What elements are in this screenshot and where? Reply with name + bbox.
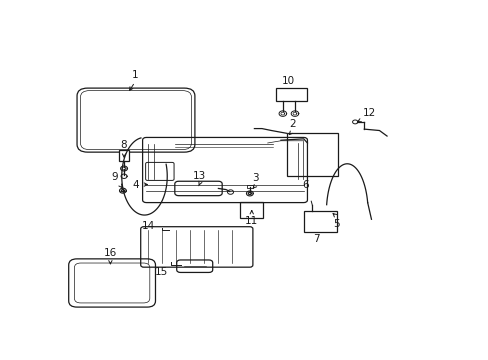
Text: 4: 4 — [132, 180, 139, 190]
Bar — [240, 202, 263, 218]
Bar — [286, 133, 337, 176]
Bar — [119, 150, 129, 161]
Text: 1: 1 — [131, 70, 138, 80]
Text: 9: 9 — [111, 172, 118, 183]
Text: 14: 14 — [142, 221, 155, 231]
Bar — [246, 185, 252, 188]
Text: 6: 6 — [302, 180, 308, 190]
Text: 10: 10 — [282, 76, 294, 86]
Text: 11: 11 — [244, 216, 258, 226]
Text: 3: 3 — [252, 173, 259, 183]
Text: 2: 2 — [288, 119, 295, 129]
Text: 5: 5 — [332, 219, 339, 229]
Text: 7: 7 — [312, 234, 319, 244]
Bar — [303, 211, 336, 232]
Bar — [276, 88, 306, 102]
Text: 13: 13 — [193, 171, 206, 181]
Text: 12: 12 — [363, 108, 376, 118]
Text: 16: 16 — [103, 248, 117, 258]
Text: 8: 8 — [121, 140, 127, 150]
Text: 15: 15 — [155, 267, 168, 276]
